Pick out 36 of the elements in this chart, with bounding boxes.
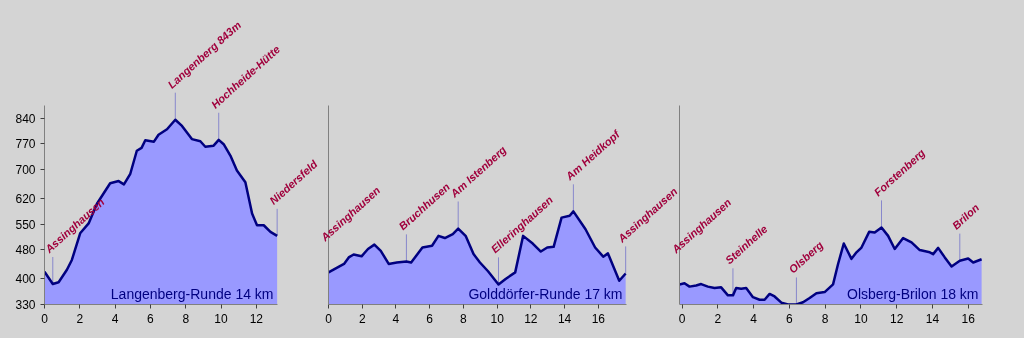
x-tick-label: 4 <box>111 311 119 326</box>
x-tick-label: 16 <box>591 311 606 326</box>
y-tick-label: 770 <box>15 137 36 152</box>
x-tick-label: 12 <box>249 311 264 326</box>
x-tick-label: 10 <box>214 311 229 326</box>
y-tick-label: 400 <box>15 272 36 287</box>
x-tick-label: 16 <box>961 311 976 326</box>
y-tick-label: 700 <box>15 162 36 177</box>
x-tick-label: 14 <box>925 311 940 326</box>
x-tick-label: 2 <box>76 311 84 326</box>
y-tick-label: 550 <box>15 217 36 232</box>
x-tick-label: 10 <box>854 311 868 326</box>
x-tick-label: 10 <box>490 311 505 326</box>
x-tick-label: 6 <box>147 311 155 326</box>
x-tick-label: 4 <box>750 311 758 326</box>
x-tick-label: 14 <box>557 311 572 326</box>
x-tick-label: 8 <box>182 311 190 326</box>
x-tick-label: 0 <box>41 311 49 326</box>
y-tick-label: 620 <box>15 192 36 207</box>
x-tick-label: 6 <box>786 311 794 326</box>
y-tick-label: 480 <box>15 243 36 258</box>
text: Golddörfer-Runde 17 km <box>468 285 623 302</box>
y-tick-label: 840 <box>15 111 36 126</box>
x-tick-label: 2 <box>358 311 366 326</box>
x-tick-label: 12 <box>524 311 538 326</box>
x-tick-label: 0 <box>678 311 686 326</box>
y-tick-label: 330 <box>15 298 36 312</box>
x-tick-label: 8 <box>821 311 829 326</box>
x-tick-label: 6 <box>426 311 434 326</box>
x-tick-label: 12 <box>890 311 904 326</box>
x-tick-label: 2 <box>714 311 722 326</box>
x-tick-label: 0 <box>325 311 333 326</box>
x-tick-label: 8 <box>460 311 468 326</box>
text: Olsberg-Brilon 18 km <box>847 285 979 302</box>
text: Langenberg-Runde 14 km <box>110 285 274 302</box>
x-tick-label: 4 <box>392 311 400 326</box>
